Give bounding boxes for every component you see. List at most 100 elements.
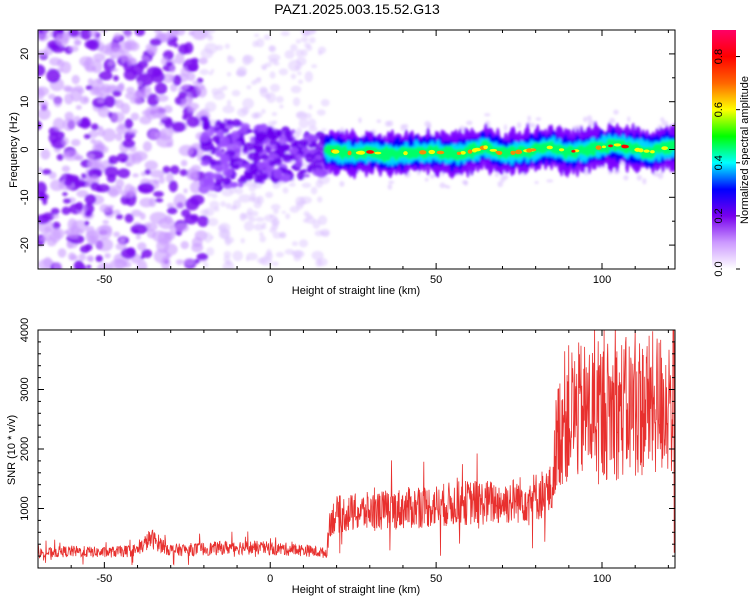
spectrogram-blob <box>38 33 49 42</box>
spectrogram-blob <box>284 50 295 59</box>
spectrogram-blob <box>115 242 127 251</box>
spectrogram-blob <box>269 227 277 234</box>
spectrogram-blob <box>284 129 292 139</box>
spectrogram-blob <box>84 194 97 205</box>
spectrogram-blob <box>52 221 61 230</box>
spectrogram-blob <box>90 138 96 144</box>
spectrogram-blob <box>215 150 223 158</box>
spectrogram-blob <box>268 45 277 53</box>
spectrogram-blob <box>301 200 307 205</box>
spectrogram-blob <box>429 174 435 179</box>
spectrogram-blob <box>173 193 187 210</box>
spectrogram-blob <box>52 213 60 219</box>
spectrogram-blob <box>242 98 255 109</box>
spectrogram-blob <box>204 101 217 112</box>
spectrogram-hotspot <box>530 148 537 152</box>
snr-y-tick-label: 4000 <box>19 318 31 342</box>
spectrogram-blob <box>41 168 52 175</box>
spectrogram-blob <box>305 213 313 220</box>
spectrogram-blob <box>203 262 209 268</box>
spectrogram-blob <box>222 176 231 186</box>
spectrogram-blob <box>388 180 395 185</box>
spectrogram-blob <box>301 146 309 153</box>
spectrogram-blob <box>582 116 588 123</box>
spectrogram-blob <box>124 213 134 224</box>
spectrogram-blob <box>202 118 211 130</box>
spectrogram-blob <box>235 187 244 195</box>
spectrogram-blob <box>78 253 86 261</box>
spectrogram-blob <box>87 153 95 160</box>
spectrogram-blob <box>527 115 532 122</box>
spectrogram-blob <box>278 136 288 145</box>
spectrogram-blob <box>321 230 330 238</box>
spectrogram-blob <box>214 166 223 172</box>
spectrogram-blob <box>302 218 309 223</box>
spectrogram-blob <box>255 216 265 223</box>
spectrogram-blob <box>269 71 276 79</box>
spectrogram-blob <box>64 93 74 105</box>
spectrogram-blob <box>124 118 134 129</box>
spectrogram-blob <box>95 187 104 193</box>
spectrogram-blob <box>87 39 100 51</box>
spectrogram-blob <box>57 248 67 258</box>
spectrogram-blob <box>149 38 162 46</box>
spectrogram-blob <box>149 105 165 119</box>
spectrogram-blob <box>516 122 522 129</box>
spectrogram-blob <box>109 204 114 209</box>
spectrogram-blob <box>254 145 264 154</box>
spectrogram-blob <box>183 188 188 194</box>
spectrogram-blob <box>285 213 291 220</box>
spectrogram-blob <box>151 70 165 83</box>
spectrogram-blob <box>311 250 324 261</box>
spectrogram-blob <box>243 220 255 232</box>
spectrogram-blob <box>101 83 111 93</box>
spectrogram-blob <box>56 153 64 161</box>
spectrogram-blob <box>116 152 129 163</box>
spectrogram-blob <box>39 236 48 242</box>
spectrogram-blob <box>38 88 45 100</box>
snr-y-tick-label: 1000 <box>19 496 31 520</box>
spectrogram-hotspot <box>558 148 565 152</box>
spectrogram-blob <box>609 117 616 124</box>
spectrogram-blob <box>220 153 231 164</box>
spectrogram-blob <box>179 102 186 109</box>
spectrogram-blob <box>162 165 171 174</box>
spectrogram-blob <box>125 162 132 167</box>
spectrogram-blob <box>494 172 499 178</box>
spectrogram-blob <box>136 81 143 87</box>
spectrogram-blob <box>170 165 180 175</box>
spectrogram-blob <box>251 210 259 217</box>
spectrogram-blob <box>304 152 314 163</box>
spectrogram-blob <box>99 203 109 213</box>
spectrogram-blob <box>38 64 46 77</box>
spectrogram-blob <box>168 180 178 193</box>
spectrogram-blob <box>86 225 96 239</box>
spectrogram-blob <box>290 129 296 134</box>
spectrogram-blob <box>164 232 173 241</box>
spectrogram-blob <box>265 166 273 172</box>
spectrogram-blob <box>165 254 172 258</box>
spectrogram-blob <box>74 179 86 188</box>
spectrogram-blob <box>272 231 282 239</box>
spectrogram-blob <box>173 43 179 48</box>
spectrogram-blob <box>198 184 210 194</box>
spectrogram-blob <box>38 108 51 120</box>
spectrogram-blob <box>223 255 231 263</box>
spectrogram-blob <box>275 251 285 258</box>
spectrogram-blob <box>212 135 221 143</box>
spectrogram-blob <box>259 235 267 243</box>
spectrogram-blob <box>85 64 96 71</box>
spectrogram-blob <box>269 83 281 93</box>
spectrogram-blob <box>102 128 116 142</box>
spectrogram-blob <box>317 196 323 203</box>
spectrogram-hotspot <box>403 151 408 156</box>
spectrogram-blob <box>273 168 283 179</box>
spectrogram-blob <box>144 160 159 171</box>
spectrogram-blob <box>218 222 231 234</box>
spectrogram-hotspot <box>571 149 576 153</box>
spectrogram-blob <box>289 205 300 213</box>
spectrogram-blob <box>116 83 125 90</box>
spectrogram-blob <box>209 159 217 166</box>
spectrogram-blob <box>98 71 113 81</box>
spectrogram-blob <box>245 173 254 181</box>
